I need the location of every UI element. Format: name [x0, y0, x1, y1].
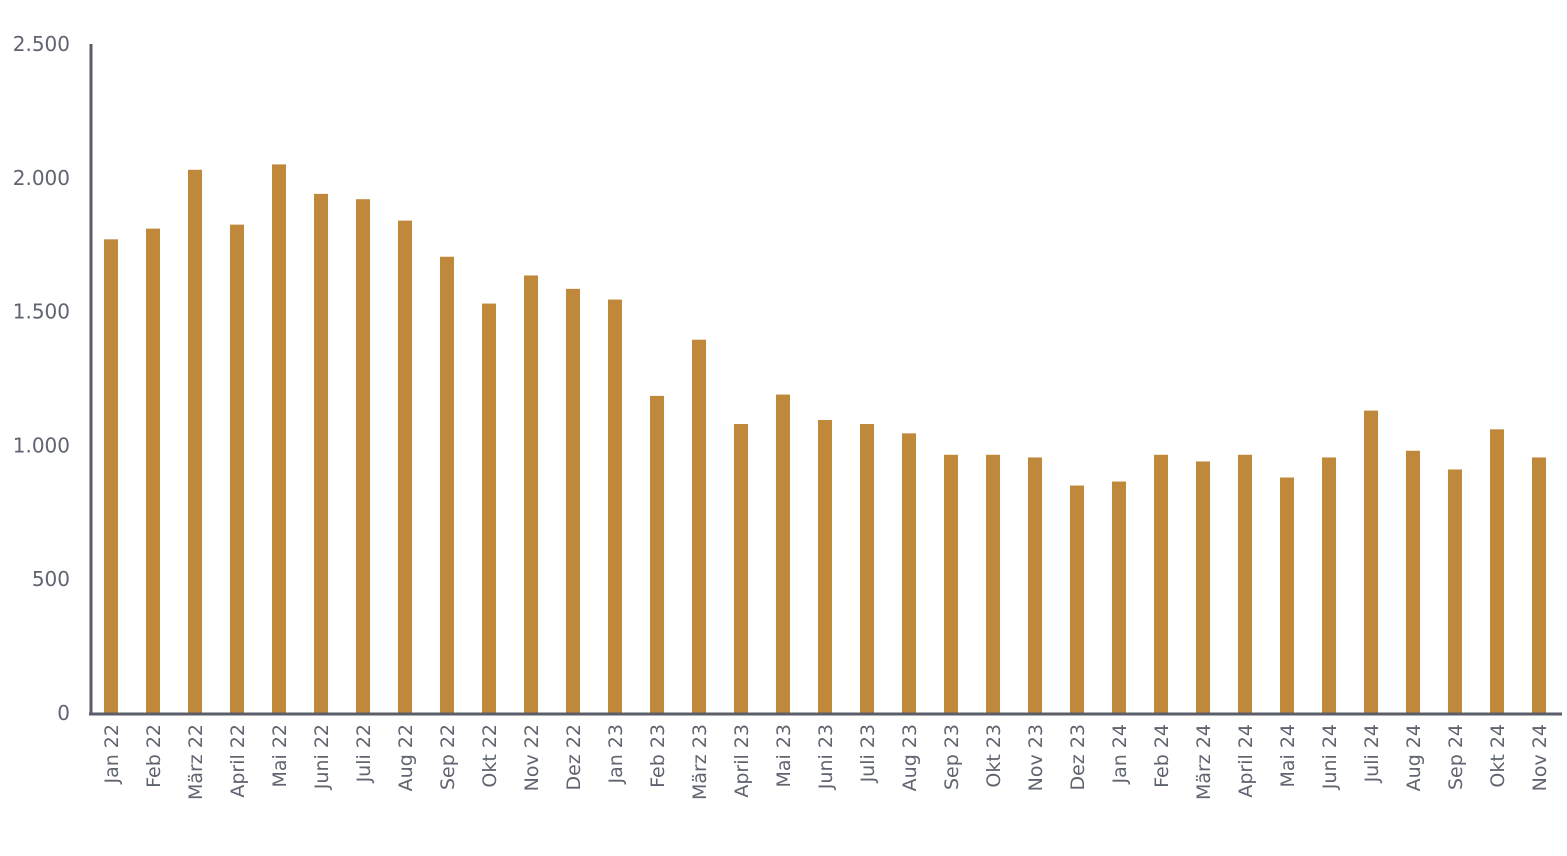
x-tick-label: Feb 23 — [647, 724, 669, 788]
x-tick-label: Nov 24 — [1529, 724, 1551, 791]
x-tick-label: März 22 — [185, 724, 207, 800]
bar — [944, 454, 958, 713]
bar — [1154, 454, 1168, 713]
x-tick-label: Juni 22 — [311, 724, 333, 790]
bar — [104, 239, 118, 713]
bar — [1028, 457, 1042, 713]
x-tick-label: Aug 23 — [899, 724, 921, 791]
bar — [1406, 450, 1420, 713]
bar — [1238, 454, 1252, 713]
bar — [650, 395, 664, 713]
x-tick-label: Juli 24 — [1361, 724, 1383, 783]
x-tick-label: April 24 — [1235, 724, 1257, 798]
x-tick-label: April 22 — [227, 724, 249, 798]
x-tick-label: Aug 22 — [395, 724, 417, 791]
x-tick-label: Mai 23 — [773, 724, 795, 788]
y-tick-label: 1.000 — [13, 433, 70, 457]
x-tick-label: Jan 23 — [605, 724, 627, 785]
bar — [1448, 469, 1462, 713]
x-tick-label: Jan 24 — [1109, 724, 1131, 785]
x-tick-label: Jan 22 — [101, 724, 123, 785]
bar — [608, 299, 622, 713]
bar — [986, 454, 1000, 713]
bar — [146, 228, 160, 714]
bar — [1490, 429, 1504, 713]
x-tick-label: Dez 22 — [563, 724, 585, 791]
bar — [188, 169, 202, 714]
bar — [734, 423, 748, 713]
bar — [1070, 485, 1084, 713]
bar — [1322, 457, 1336, 713]
bar — [1532, 457, 1546, 713]
bar — [272, 164, 286, 714]
x-tick-label: Juli 23 — [857, 724, 879, 783]
bar — [524, 275, 538, 713]
bar — [566, 288, 580, 713]
x-tick-label: Nov 22 — [521, 724, 543, 791]
bar — [902, 433, 916, 713]
bar — [398, 220, 412, 713]
x-tick-label: Sep 24 — [1445, 724, 1467, 790]
x-tick-label: Juni 23 — [815, 724, 837, 790]
x-tick-label: Sep 23 — [941, 724, 963, 790]
bar — [1280, 477, 1294, 713]
bar — [818, 419, 832, 713]
x-tick-label: Aug 24 — [1403, 724, 1425, 791]
y-tick-label: 2.500 — [13, 32, 70, 56]
x-tick-label: Okt 24 — [1487, 724, 1509, 788]
bar — [440, 256, 454, 713]
x-tick-label: April 23 — [731, 724, 753, 798]
x-tick-label: Okt 22 — [479, 724, 501, 788]
bar — [776, 394, 790, 713]
x-tick-label: Sep 22 — [437, 724, 459, 790]
bar — [692, 339, 706, 713]
x-tick-label: Juni 24 — [1319, 724, 1341, 790]
x-tick-label: März 23 — [689, 724, 711, 800]
y-tick-label: 1.500 — [13, 300, 70, 324]
bar — [860, 423, 874, 713]
x-tick-label: Feb 22 — [143, 724, 165, 788]
x-tick-label: Mai 22 — [269, 724, 291, 788]
x-tick-label: Dez 23 — [1067, 724, 1089, 791]
x-tick-label: Nov 23 — [1025, 724, 1047, 791]
x-tick-label: Juli 22 — [353, 724, 375, 783]
bar — [1196, 461, 1210, 713]
y-tick-label: 2.000 — [13, 166, 70, 190]
bar — [230, 224, 244, 713]
x-tick-label: März 24 — [1193, 724, 1215, 800]
bar — [356, 199, 370, 713]
x-tick-label: Feb 24 — [1151, 724, 1173, 788]
y-tick-label: 500 — [32, 567, 70, 591]
bar — [1112, 481, 1126, 713]
x-tick-label: Mai 24 — [1277, 724, 1299, 788]
bar — [1364, 410, 1378, 713]
bar — [314, 193, 328, 713]
x-tick-label: Okt 23 — [983, 724, 1005, 788]
y-tick-label: 0 — [57, 701, 70, 725]
bar — [482, 303, 496, 713]
